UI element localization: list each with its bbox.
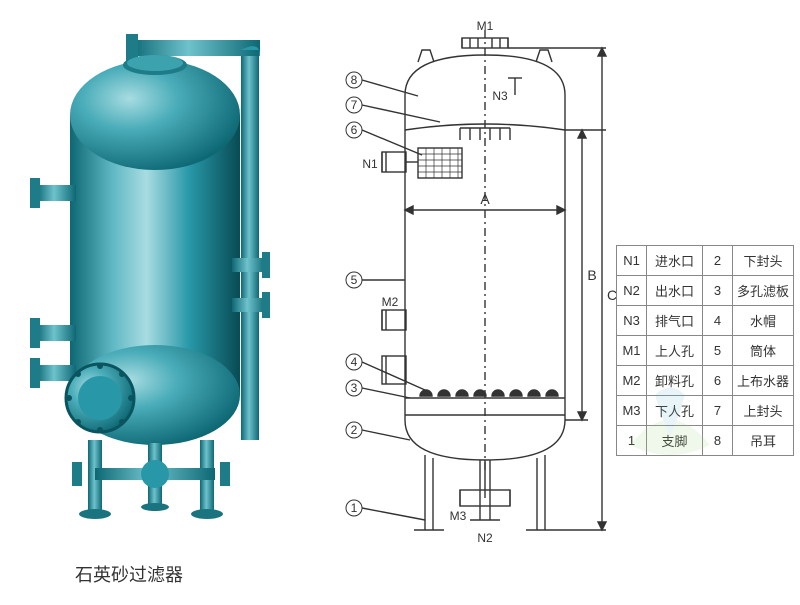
table-row: M3 下人孔 7 上封头 xyxy=(617,396,794,426)
page-container: 石英砂过滤器 xyxy=(0,0,800,605)
label-m2: M2 xyxy=(382,295,399,309)
legend-code: 2 xyxy=(703,246,733,276)
legend-tbody: N1 进水口 2 下封头 N2 出水口 3 多孔滤板 N3 排气口 4 水帽 xyxy=(617,246,794,456)
callout-4: 4 xyxy=(351,355,358,369)
label-m3: M3 xyxy=(450,509,467,523)
legend-code: 7 xyxy=(703,396,733,426)
legend-code: N1 xyxy=(617,246,647,276)
table-row: 1 支脚 8 吊耳 xyxy=(617,426,794,456)
label-n2: N2 xyxy=(477,531,493,545)
legend-name: 上封头 xyxy=(733,396,794,426)
table-row: N3 排气口 4 水帽 xyxy=(617,306,794,336)
table-row: N2 出水口 3 多孔滤板 xyxy=(617,276,794,306)
legend-name: 出水口 xyxy=(647,276,703,306)
legend-name: 水帽 xyxy=(733,306,794,336)
callout-7: 7 xyxy=(351,98,358,112)
legend-table: N1 进水口 2 下封头 N2 出水口 3 多孔滤板 N3 排气口 4 水帽 xyxy=(616,245,794,456)
legend-code: 4 xyxy=(703,306,733,336)
callout-2: 2 xyxy=(351,423,358,437)
legend-name: 筒体 xyxy=(733,336,794,366)
table-row: M2 卸料孔 6 上布水器 xyxy=(617,366,794,396)
technical-diagram: 8 7 6 5 4 3 2 1 M1 N3 N1 M2 M3 N2 A B C xyxy=(310,0,650,580)
legend-code: 6 xyxy=(703,366,733,396)
callout-1: 1 xyxy=(351,501,358,515)
legend-code: M3 xyxy=(617,396,647,426)
label-m1: M1 xyxy=(477,19,494,33)
legend-name: 上布水器 xyxy=(733,366,794,396)
callout-8: 8 xyxy=(351,73,358,87)
legend-table-section: N1 进水口 2 下封头 N2 出水口 3 多孔滤板 N3 排气口 4 水帽 xyxy=(616,245,796,456)
legend-code: 1 xyxy=(617,426,647,456)
callout-5: 5 xyxy=(351,273,358,287)
dim-a: A xyxy=(480,191,490,207)
callout-6: 6 xyxy=(351,123,358,137)
product-photo-section: 石英砂过滤器 xyxy=(0,0,310,605)
legend-name: 上人孔 xyxy=(647,336,703,366)
legend-code: 8 xyxy=(703,426,733,456)
legend-code: M1 xyxy=(617,336,647,366)
technical-diagram-section: 8 7 6 5 4 3 2 1 M1 N3 N1 M2 M3 N2 A B C xyxy=(310,0,650,605)
label-n1: N1 xyxy=(362,157,378,171)
legend-name: 进水口 xyxy=(647,246,703,276)
legend-code: N2 xyxy=(617,276,647,306)
legend-code: N3 xyxy=(617,306,647,336)
legend-code: 3 xyxy=(703,276,733,306)
legend-name: 多孔滤板 xyxy=(733,276,794,306)
legend-name: 下封头 xyxy=(733,246,794,276)
table-row: N1 进水口 2 下封头 xyxy=(617,246,794,276)
label-n3: N3 xyxy=(492,89,508,103)
legend-name: 卸料孔 xyxy=(647,366,703,396)
table-row: M1 上人孔 5 筒体 xyxy=(617,336,794,366)
legend-code: M2 xyxy=(617,366,647,396)
legend-name: 下人孔 xyxy=(647,396,703,426)
product-tank-illustration xyxy=(0,0,310,560)
legend-code: 5 xyxy=(703,336,733,366)
dim-b: B xyxy=(587,267,596,283)
callout-3: 3 xyxy=(351,381,358,395)
product-caption: 石英砂过滤器 xyxy=(75,561,183,587)
legend-name: 吊耳 xyxy=(733,426,794,456)
legend-name: 支脚 xyxy=(647,426,703,456)
legend-name: 排气口 xyxy=(647,306,703,336)
